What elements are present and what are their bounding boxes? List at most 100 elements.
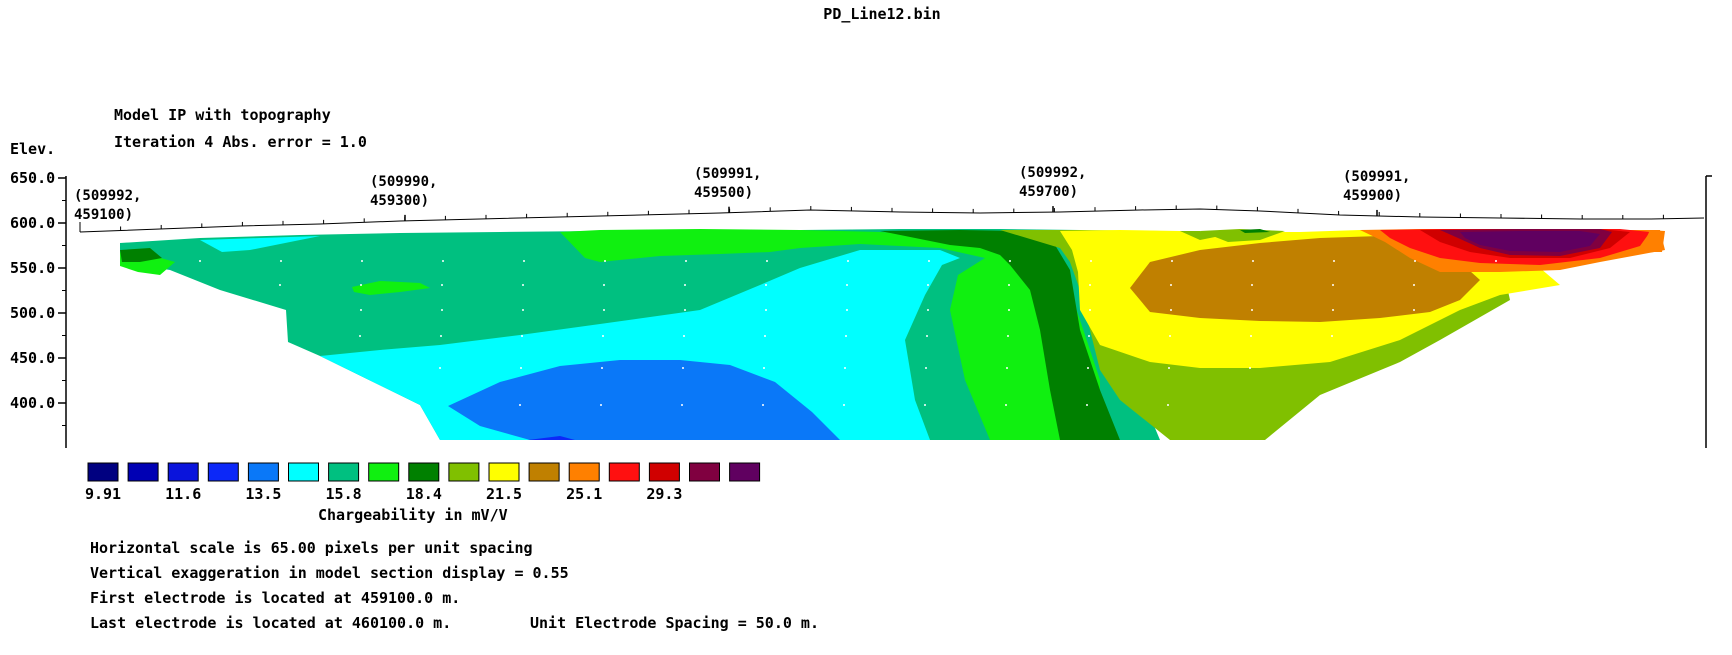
legend-swatch [167, 462, 199, 482]
model-node [843, 404, 845, 406]
legend-swatch [488, 462, 520, 482]
y-tick-label: 550.0 [10, 259, 55, 277]
model-node [1171, 260, 1173, 262]
model-node [1089, 284, 1091, 286]
legend-swatch [127, 462, 159, 482]
elev-axis-label: Elev. [10, 140, 55, 158]
model-node [1251, 284, 1253, 286]
legend-label: 29.3 [646, 485, 682, 503]
footer-line-4a: Last electrode is located at 460100.0 m. [90, 614, 451, 632]
model-node [1495, 260, 1497, 262]
legend-swatch [568, 462, 600, 482]
model-node [1251, 309, 1253, 311]
model-node [1170, 309, 1172, 311]
zone-green-mid-left [352, 281, 430, 295]
model-node [1090, 260, 1092, 262]
model-node [1252, 260, 1254, 262]
model-node [1167, 404, 1169, 406]
model-node [440, 335, 442, 337]
model-node [520, 367, 522, 369]
model-node [684, 284, 686, 286]
legend-swatch [87, 462, 119, 482]
model-node [927, 284, 929, 286]
model-node [1250, 335, 1252, 337]
model-node [279, 309, 281, 311]
footer-line-2: Vertical exaggeration in model section d… [90, 564, 569, 582]
model-node [519, 404, 521, 406]
legend-swatch [368, 462, 400, 482]
model-node [604, 260, 606, 262]
legend-swatch [288, 462, 319, 482]
model-node [1007, 335, 1009, 337]
model-node [846, 309, 848, 311]
model-node [846, 284, 848, 286]
model-node [844, 367, 846, 369]
model-node [360, 284, 362, 286]
coord-label-1: (509992, [74, 188, 141, 204]
model-node [522, 309, 524, 311]
model-node [521, 335, 523, 337]
model-node [1089, 309, 1091, 311]
model-node [279, 284, 281, 286]
zone-dark-green-left [120, 248, 162, 262]
model-node [681, 404, 683, 406]
coord-label-3b: 459500) [694, 185, 753, 201]
model-node [1008, 309, 1010, 311]
legend-swatch [328, 462, 360, 482]
model-node [600, 404, 602, 406]
coord-label-4b: 459700) [1019, 184, 1078, 200]
zone-dark-green-top [1240, 229, 1270, 233]
model-node [764, 335, 766, 337]
footer-line-3: First electrode is located at 459100.0 m… [90, 589, 460, 607]
model-node [766, 260, 768, 262]
legend-swatch [689, 462, 720, 482]
zone-purple [1460, 231, 1600, 252]
y-tick-label: 500.0 [10, 304, 55, 322]
model-node [1088, 335, 1090, 337]
model-node [603, 284, 605, 286]
model-node [925, 367, 927, 369]
model-node [199, 260, 201, 262]
model-node [1413, 284, 1415, 286]
coord-label-2: (509990, [370, 174, 437, 190]
model-node [522, 284, 524, 286]
model-node [1333, 260, 1335, 262]
legend-label: 9.91 [85, 485, 121, 503]
model-node [683, 335, 685, 337]
model-node [763, 367, 765, 369]
zone-brown [1130, 236, 1480, 322]
model-node [441, 284, 443, 286]
model-node [361, 260, 363, 262]
model-title: Model IP with topography [114, 106, 331, 124]
model-node [685, 260, 687, 262]
model-node [1009, 260, 1011, 262]
model-node [439, 367, 441, 369]
axes: 650.0 600.0 550.0 500.0 450.0 400.0 [10, 169, 1712, 448]
coord-label-4: (509992, [1019, 165, 1086, 181]
zone-blue [448, 360, 840, 440]
coord-label-2b: 459300) [370, 193, 429, 209]
model-node [924, 404, 926, 406]
legend-swatch [729, 462, 761, 482]
figure-title: PD_Line12.bin [823, 5, 940, 23]
y-tick-label: 450.0 [10, 349, 55, 367]
legend-label: 15.8 [326, 485, 362, 503]
model-node [1005, 404, 1007, 406]
model-node [441, 309, 443, 311]
model-node [847, 260, 849, 262]
zone-dark-green [880, 230, 1120, 440]
legend-label: 18.4 [406, 485, 442, 503]
model-node [603, 309, 605, 311]
model-node [1332, 284, 1334, 286]
model-node [1170, 284, 1172, 286]
color-legend: 9.91 11.6 13.5 15.8 18.4 21.5 25.1 29.3 Chargea… [85, 462, 761, 524]
model-node [928, 260, 930, 262]
model-node [1086, 404, 1088, 406]
model-node [762, 404, 764, 406]
model-node [280, 260, 282, 262]
model-node [926, 335, 928, 337]
model-node [927, 309, 929, 311]
model-node [523, 260, 525, 262]
model-node [1414, 260, 1416, 262]
